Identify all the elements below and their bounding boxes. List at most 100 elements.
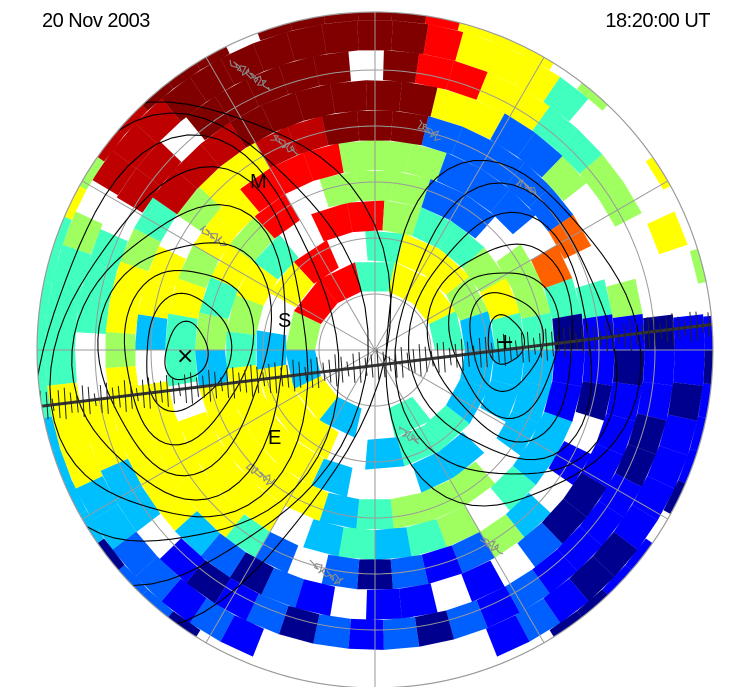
terminator-hatch [153, 382, 157, 403]
terminator-hatch [611, 321, 615, 352]
velocity-cell [628, 413, 667, 455]
velocity-cell [397, 233, 441, 275]
potential-contour [487, 314, 526, 365]
velocity-cell [541, 498, 587, 545]
velocity-cell [161, 76, 207, 122]
velocity-cell [110, 397, 149, 439]
terminator-hatch [358, 352, 362, 383]
velocity-cell [436, 152, 480, 195]
terminator-hatch [238, 372, 242, 392]
terminator-hatch [34, 397, 36, 418]
velocity-cell [254, 194, 300, 239]
velocity-cell [390, 554, 429, 590]
velocity-cell [496, 244, 540, 289]
potential-contour [49, 166, 309, 518]
terminator-hatch [10, 404, 12, 416]
velocity-cell [229, 438, 275, 484]
velocity-cell [293, 240, 339, 284]
label-s: S [278, 310, 291, 332]
terminator-hatch [147, 377, 151, 409]
terminator-hatch [178, 382, 181, 397]
velocity-cell [423, 24, 464, 61]
velocity-cell [145, 411, 186, 455]
velocity-cell [338, 140, 375, 173]
velocity-cell [252, 32, 295, 72]
terminator-hatch [244, 370, 248, 393]
terminator-hatch [159, 380, 163, 403]
velocity-cell [383, 617, 420, 650]
velocity-cell [421, 116, 463, 155]
velocity-cell [647, 211, 688, 255]
terminator-hatch [720, 312, 722, 336]
coastlines [199, 59, 537, 585]
velocity-cell [255, 531, 299, 574]
velocity-cell [544, 278, 582, 319]
terminator-hatch [250, 364, 254, 397]
velocity-cell [486, 615, 530, 657]
velocity-cell [465, 168, 510, 213]
terminator-hatch [298, 361, 302, 388]
velocity-cell [195, 350, 229, 388]
velocity-cell [496, 411, 540, 456]
meridian-line [374, 57, 545, 351]
terminator-hatch [334, 354, 338, 387]
velocity-cell [279, 442, 324, 486]
velocity-cell [486, 43, 530, 85]
velocity-cell [530, 245, 573, 289]
velocity-cell [451, 126, 495, 169]
velocity-cell [235, 261, 278, 306]
velocity-cell [505, 569, 550, 613]
velocity-cell [189, 58, 235, 102]
velocity-cell [159, 538, 205, 583]
potential-contour [164, 320, 209, 381]
terminator-hatch [202, 375, 205, 398]
velocity-cell [388, 396, 432, 438]
potential-contour [146, 292, 233, 412]
velocity-cell [532, 549, 578, 594]
velocity-cell [406, 143, 447, 181]
velocity-cell [637, 381, 673, 421]
terminator-hatch [569, 326, 573, 357]
terminator-hatch [346, 361, 350, 377]
velocity-cell [476, 586, 520, 628]
terminator-hatch [623, 322, 627, 348]
velocity-cell [689, 246, 713, 284]
terminator-hatch [226, 369, 230, 398]
velocity-cell [429, 311, 465, 350]
velocity-cell [668, 382, 704, 421]
velocity-cell [110, 261, 149, 303]
terminator-hatch [286, 364, 290, 388]
coastline [309, 559, 345, 585]
velocity-cell [240, 487, 285, 532]
velocity-cell [375, 527, 412, 560]
velocity-cell [58, 182, 87, 220]
terminator-hatch [629, 318, 633, 351]
terminator-hatch [575, 332, 579, 350]
terminator-hatch [165, 375, 169, 407]
velocity-cell [311, 202, 353, 242]
velocity-cell [581, 443, 624, 488]
terminator-hatch [539, 333, 542, 358]
velocity-cell [632, 476, 675, 521]
terminator-hatch [87, 386, 91, 415]
velocity-cell [303, 519, 344, 557]
velocity-cell [490, 465, 536, 511]
terminator-hatch [256, 366, 260, 394]
terminator-hatch [69, 392, 73, 413]
velocity-cell [703, 350, 713, 385]
velocity-cell [512, 381, 552, 424]
terminator-hatch [502, 333, 506, 366]
terminator-hatch [478, 337, 482, 368]
velocity-cell [226, 294, 264, 335]
terminator-hatch [701, 317, 705, 334]
coastline [269, 134, 299, 156]
terminator-hatch [232, 367, 236, 399]
terminator-hatch [364, 357, 368, 376]
potential-contour [71, 204, 286, 501]
velocity-cell [388, 262, 432, 304]
velocity-cell [461, 560, 505, 602]
velocity-cell [480, 277, 521, 321]
terminator-hatch [683, 319, 687, 337]
velocity-cell [37, 350, 47, 385]
terminator-hatch [196, 377, 199, 397]
